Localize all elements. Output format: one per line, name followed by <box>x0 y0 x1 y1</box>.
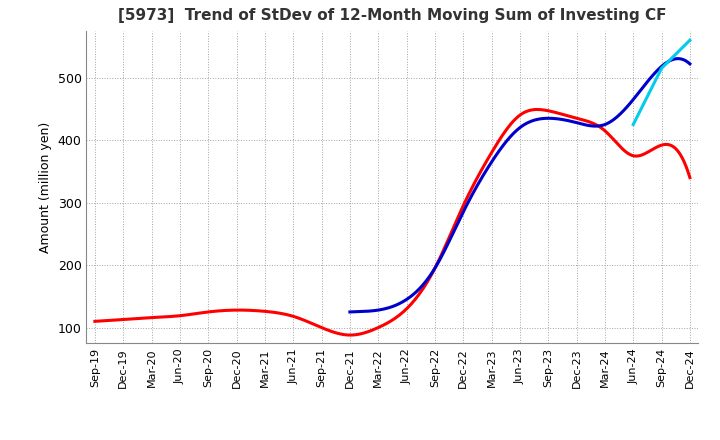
Title: [5973]  Trend of StDev of 12-Month Moving Sum of Investing CF: [5973] Trend of StDev of 12-Month Moving… <box>118 7 667 23</box>
3 Years <box>532 107 541 112</box>
3 Years <box>93 319 102 324</box>
Line: 3 Years: 3 Years <box>95 110 690 335</box>
5 Years <box>654 67 662 72</box>
3 Years <box>91 319 99 324</box>
Line: 7 Years: 7 Years <box>633 40 690 125</box>
7 Years <box>657 66 666 71</box>
7 Years <box>685 37 694 43</box>
5 Years <box>685 61 694 66</box>
5 Years <box>346 309 354 315</box>
5 Years <box>632 93 641 98</box>
5 Years <box>674 56 683 61</box>
Legend: 3 Years, 5 Years, 7 Years: 3 Years, 5 Years, 7 Years <box>245 437 540 440</box>
Line: 5 Years: 5 Years <box>350 59 690 312</box>
5 Years <box>347 309 356 315</box>
3 Years <box>447 231 456 236</box>
3 Years <box>596 125 605 130</box>
3 Years <box>634 153 642 158</box>
3 Years <box>445 235 454 240</box>
5 Years <box>547 116 556 121</box>
3 Years <box>456 208 465 213</box>
5 Years <box>554 116 562 121</box>
7 Years <box>629 122 637 127</box>
3 Years <box>685 175 694 180</box>
3 Years <box>346 333 354 338</box>
Y-axis label: Amount (million yen): Amount (million yen) <box>39 121 52 253</box>
5 Years <box>548 116 557 121</box>
